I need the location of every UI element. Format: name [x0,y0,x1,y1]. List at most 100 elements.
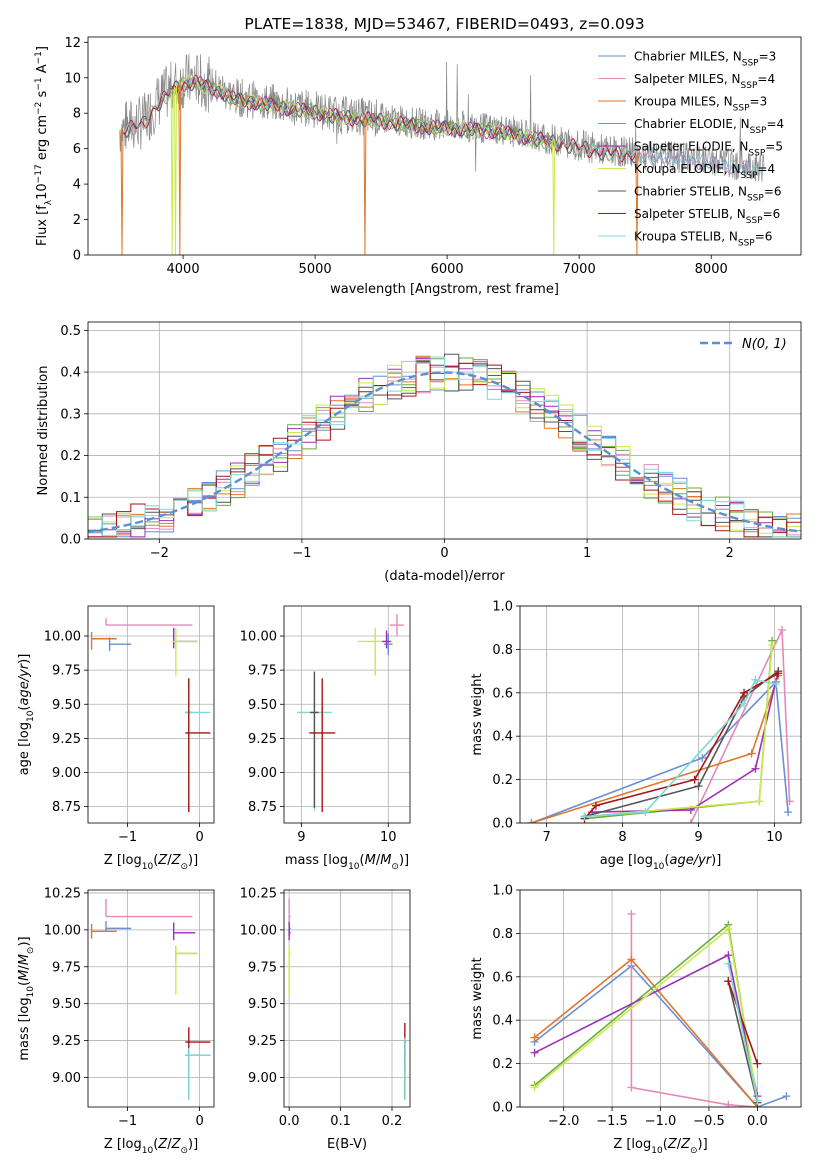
x-tick-label: −2.0 [548,1114,580,1129]
label-part: age/yr [669,853,712,868]
y-tick-label: 8.75 [52,800,81,815]
label-part: 10 [35,183,50,200]
label-part: ] [35,46,50,51]
weight-point-marker [724,1100,733,1107]
label-part: SSP [746,216,763,226]
label-part: 10 [26,710,36,722]
weight-series-line [727,980,759,1064]
y-tick-label: 9.75 [52,664,81,679]
x-tick-label: 10 [380,830,397,845]
label-part: 10 [653,862,665,872]
y-tick-label: 0 [73,249,81,264]
weight-point-marker [753,1096,762,1105]
label-part: λ [44,199,54,205]
legend-entry: Chabrier ELODIE, NSSP=4 [634,117,784,136]
x-tick-label: 1 [583,546,591,561]
axes-frame [283,889,411,1108]
x-tick-label: −1.5 [596,1114,628,1129]
x-axis-label: mass [log10(M/M⊙)] [285,853,409,872]
histogram-step-line [88,356,801,538]
label-part: s [35,90,50,101]
weight-point-marker [686,819,695,823]
label-part: M [17,954,32,965]
label-part: mass [log [17,997,32,1060]
label-part: Z [157,1137,168,1152]
weight-point-marker [774,669,783,678]
x-tick-label: −1 [292,546,311,561]
weight-point-marker [724,977,733,986]
weight-point-marker [755,797,764,806]
weight-series-line [727,980,759,1103]
weight-point-marker [753,1059,762,1068]
x-tick-label: 5000 [299,262,332,277]
histogram-step-line [88,359,801,538]
label-part: ⊙ [391,862,399,872]
weight-series-line [584,670,779,818]
y-tick-label: 4 [73,178,81,193]
y-tick-label: 9.00 [248,766,277,781]
label-part: ( [664,853,669,868]
x-axis-label: wavelength [Angstrom, rest frame] [330,282,559,297]
label-part: / [167,1137,172,1152]
x-tick-label: 9 [297,830,305,845]
label-part: ⊙ [690,1146,698,1156]
x-tick-label: 0.1 [330,1114,351,1129]
label-part: =5 [765,140,783,154]
legend-entry: Kroupa MILES, NSSP=3 [634,95,767,114]
x-tick-label: −0.5 [693,1114,725,1129]
label-part: Chabrier ELODIE, N [634,117,750,131]
weight-point-marker [627,909,636,918]
label-part: 10 [26,986,36,998]
label-part: / [167,853,172,868]
label-part: )] [399,853,409,868]
label-part: ( [360,853,365,868]
y-tick-label: 0.4 [60,366,81,381]
absorption-dip [363,116,367,255]
axes-frame [87,889,215,1108]
label-part: −17 [34,164,44,183]
weight-point-marker [627,1083,636,1092]
x-axis-label: (data-model)/error [384,569,505,584]
label-part: Z [667,1137,678,1152]
label-part: Kroupa ELODIE, N [634,162,741,176]
legend-entry: Kroupa ELODIE, NSSP=4 [634,162,775,181]
label-part: SSP [733,104,750,114]
x-axis-label: Z [log10(Z/Z⊙)] [104,853,198,872]
label-part: mass [log [285,853,348,868]
y-tick-label: 10.25 [44,886,81,901]
label-part: )] [17,654,32,664]
y-tick-label: 9.00 [248,1071,277,1086]
weight-point-marker [530,1033,539,1042]
label-part: 10 [142,862,154,872]
label-part: M [17,970,32,981]
x-tick-label: 0.0 [279,1114,300,1129]
axes-frame [87,36,802,256]
label-part: SSP [748,149,765,159]
y-tick-label: 2 [73,213,81,228]
label-part: Z [log [613,1137,651,1152]
x-axis-label: Z [log10(Z/Z⊙)] [104,1137,198,1156]
label-part: =6 [764,185,782,199]
y-tick-label: 9.50 [52,997,81,1012]
label-part: Chabrier MILES, N [634,50,742,64]
weight-point-marker [724,951,733,960]
absorption-dip [178,84,182,255]
weight-point-marker [690,775,699,784]
y-tick-label: 12 [64,36,81,51]
y-tick-label: 10.00 [240,923,277,938]
x-tick-label: 7000 [563,262,596,277]
label-part: Flux [f [35,205,50,246]
label-part: ⊙ [26,947,36,955]
x-tick-label: −1 [118,1114,137,1129]
label-part: erg cm [35,115,50,164]
label-part: Chabrier STELIB, N [634,185,747,199]
y-axis-label: mass [log10(M/M⊙)] [17,936,36,1060]
x-tick-label: 7 [542,830,550,845]
label-part: ⊙ [180,1146,188,1156]
label-part: −2 [34,102,44,115]
plot-area [288,898,406,1100]
label-part: 10 [651,1146,663,1156]
y-tick-label: 6 [73,142,81,157]
label-part: =4 [766,117,784,131]
